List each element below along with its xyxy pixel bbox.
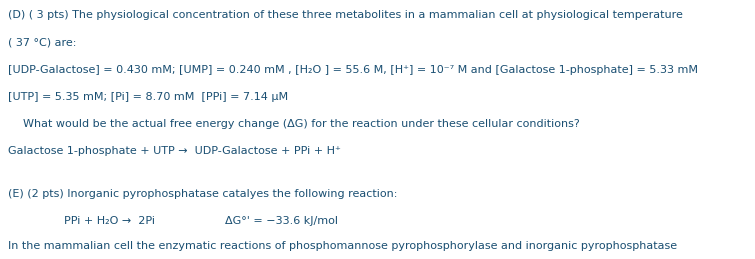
Text: In the mammalian cell the enzymatic reactions of phosphomannose pyrophosphorylas: In the mammalian cell the enzymatic reac… <box>8 241 676 251</box>
Text: [UDP-Galactose] = 0.430 mM; [UMP] = 0.240 mM , [H₂O ] = 55.6 M, [H⁺] = 10⁻⁷ M an: [UDP-Galactose] = 0.430 mM; [UMP] = 0.24… <box>8 65 698 75</box>
Text: PPi + H₂O →  2Pi                    ΔG°' = −33.6 kJ/mol: PPi + H₂O → 2Pi ΔG°' = −33.6 kJ/mol <box>64 216 338 226</box>
Text: ( 37 °C) are:: ( 37 °C) are: <box>8 38 76 48</box>
Text: (D) ( 3 pts) The physiological concentration of these three metabolites in a mam: (D) ( 3 pts) The physiological concentra… <box>8 10 683 20</box>
Text: What would be the actual free energy change (ΔG) for the reaction under these ce: What would be the actual free energy cha… <box>23 119 579 129</box>
Text: (E) (2 pts) Inorganic pyrophosphatase catalyes the following reaction:: (E) (2 pts) Inorganic pyrophosphatase ca… <box>8 189 397 199</box>
Text: Galactose 1-phosphate + UTP →  UDP-Galactose + PPi + H⁺: Galactose 1-phosphate + UTP → UDP-Galact… <box>8 146 341 156</box>
Text: [UTP] = 5.35 mM; [Pi] = 8.70 mM  [PPi] = 7.14 μM: [UTP] = 5.35 mM; [Pi] = 8.70 mM [PPi] = … <box>8 92 288 102</box>
